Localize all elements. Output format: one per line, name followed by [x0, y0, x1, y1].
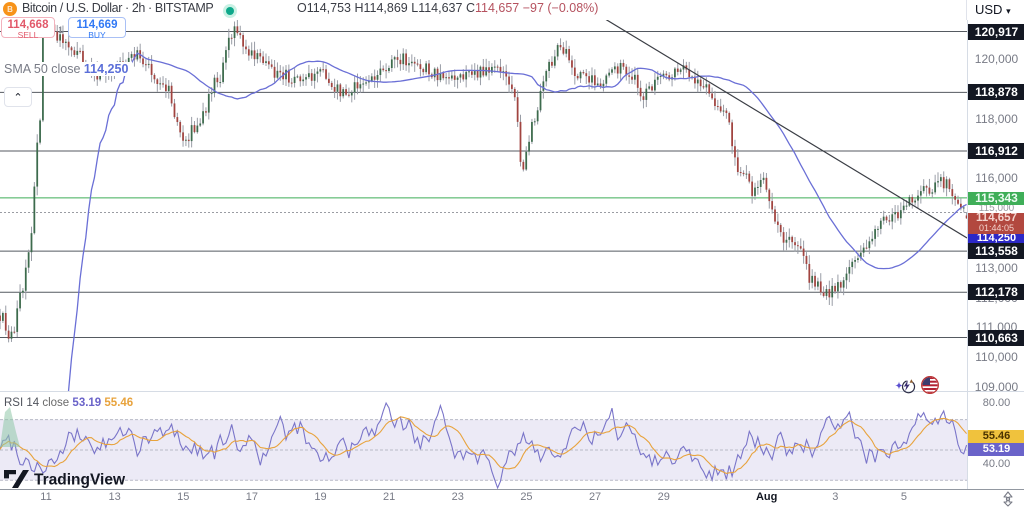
svg-text:TradingView: TradingView: [34, 472, 126, 489]
svg-text:B: B: [7, 5, 13, 14]
